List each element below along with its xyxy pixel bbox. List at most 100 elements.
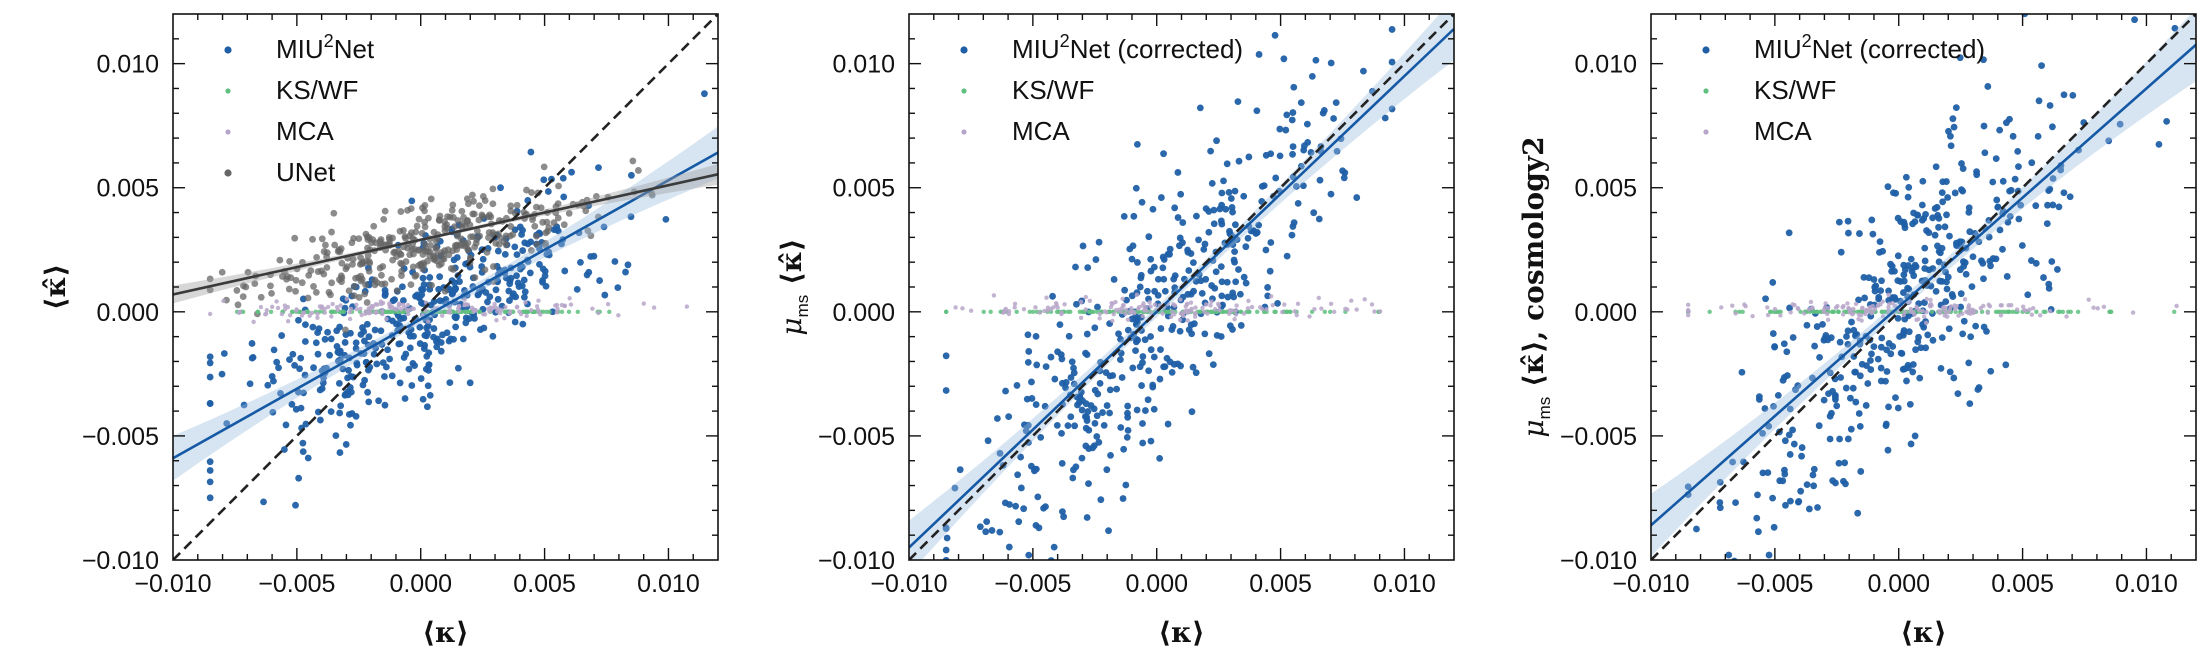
data-point bbox=[1120, 296, 1125, 302]
data-point bbox=[1138, 198, 1146, 206]
data-point bbox=[595, 164, 602, 172]
data-point bbox=[279, 311, 285, 317]
data-point bbox=[339, 309, 345, 315]
data-point bbox=[1795, 497, 1803, 505]
legend-marker bbox=[1702, 46, 1710, 54]
data-point bbox=[1856, 422, 1864, 430]
tick-marks bbox=[1651, 14, 2196, 560]
data-point bbox=[1884, 183, 1892, 191]
data-point bbox=[616, 313, 621, 318]
data-point bbox=[206, 359, 214, 367]
data-point bbox=[426, 252, 434, 260]
data-point bbox=[1110, 318, 1115, 324]
data-point bbox=[328, 279, 336, 287]
legend-label: MIU2Net (corrected) bbox=[1754, 31, 1985, 64]
data-point bbox=[1217, 263, 1225, 271]
data-point bbox=[1058, 429, 1065, 437]
data-point bbox=[1022, 427, 1030, 435]
panel-right: −0.010 −0.005 0.000 0.005 0.010 −0.010 −0.005 0… bbox=[1517, 13, 2197, 649]
legend-marker bbox=[961, 88, 967, 94]
data-point bbox=[1014, 471, 1022, 479]
data-point bbox=[1729, 458, 1737, 466]
data-point bbox=[479, 193, 487, 200]
data-point bbox=[1731, 557, 1738, 560]
y-tick-label: −0.010 bbox=[82, 547, 159, 575]
data-point bbox=[330, 301, 335, 307]
data-point bbox=[519, 320, 527, 328]
data-point bbox=[294, 308, 299, 313]
data-point bbox=[1730, 303, 1735, 308]
data-point bbox=[1093, 433, 1101, 440]
data-point bbox=[1024, 331, 1032, 339]
data-point bbox=[1249, 304, 1255, 310]
data-point bbox=[426, 274, 434, 281]
data-point bbox=[1818, 309, 1823, 315]
data-point bbox=[1841, 459, 1849, 467]
data-point bbox=[1855, 410, 1863, 417]
data-point bbox=[1844, 217, 1852, 225]
data-point bbox=[364, 388, 372, 396]
data-point bbox=[363, 233, 371, 241]
data-point bbox=[1878, 334, 1886, 342]
data-point bbox=[2116, 120, 2124, 128]
data-point bbox=[1068, 358, 1076, 366]
data-point bbox=[544, 227, 551, 235]
data-point bbox=[1062, 302, 1067, 307]
data-point bbox=[377, 327, 385, 335]
data-point bbox=[1765, 305, 1770, 310]
data-point bbox=[1835, 218, 1843, 226]
data-point bbox=[1166, 245, 1174, 253]
data-point bbox=[2032, 202, 2040, 210]
x-tick-label: −0.010 bbox=[870, 570, 947, 598]
data-point bbox=[420, 259, 427, 267]
data-point bbox=[1044, 295, 1049, 300]
data-point bbox=[1124, 402, 1132, 410]
data-point bbox=[1124, 326, 1132, 334]
data-point bbox=[1157, 194, 1165, 201]
data-point bbox=[1183, 308, 1189, 314]
data-point bbox=[2030, 306, 2036, 311]
data-point bbox=[1771, 343, 1779, 350]
data-point bbox=[424, 322, 432, 330]
data-point bbox=[1041, 402, 1049, 410]
data-point bbox=[326, 351, 334, 359]
data-point bbox=[1851, 306, 1856, 312]
data-point bbox=[1218, 220, 1226, 228]
data-point bbox=[366, 259, 374, 267]
data-point bbox=[701, 90, 708, 98]
data-point bbox=[428, 281, 435, 289]
data-point bbox=[307, 267, 315, 274]
x-tick-label: 0.000 bbox=[1125, 570, 1188, 598]
data-point bbox=[294, 388, 302, 396]
data-point bbox=[471, 243, 479, 251]
data-point bbox=[611, 258, 619, 265]
data-point bbox=[485, 229, 493, 236]
data-point bbox=[2038, 62, 2045, 70]
data-point bbox=[1798, 452, 1805, 460]
legend-marker bbox=[224, 46, 232, 54]
data-point bbox=[1245, 306, 1251, 311]
data-point bbox=[1716, 504, 1724, 512]
data-point bbox=[498, 311, 503, 316]
data-point bbox=[1388, 58, 1396, 66]
data-point bbox=[485, 234, 492, 242]
data-point bbox=[533, 232, 540, 240]
data-point bbox=[2172, 309, 2177, 315]
data-point bbox=[1120, 212, 1128, 220]
data-point bbox=[1189, 306, 1194, 312]
data-point bbox=[1322, 309, 1328, 315]
x-tick-label: −0.005 bbox=[1736, 570, 1813, 598]
data-point bbox=[1012, 301, 1018, 306]
data-point bbox=[1973, 171, 1981, 179]
data-point bbox=[1154, 275, 1162, 283]
data-point bbox=[502, 232, 510, 240]
data-point bbox=[1824, 336, 1832, 344]
data-point bbox=[421, 240, 429, 248]
data-point bbox=[1133, 406, 1141, 414]
data-point bbox=[1952, 104, 1960, 112]
data-point bbox=[1241, 311, 1247, 316]
data-point bbox=[386, 355, 394, 363]
data-point bbox=[452, 243, 460, 251]
plot-area bbox=[173, 14, 718, 560]
data-point bbox=[1943, 310, 1948, 316]
